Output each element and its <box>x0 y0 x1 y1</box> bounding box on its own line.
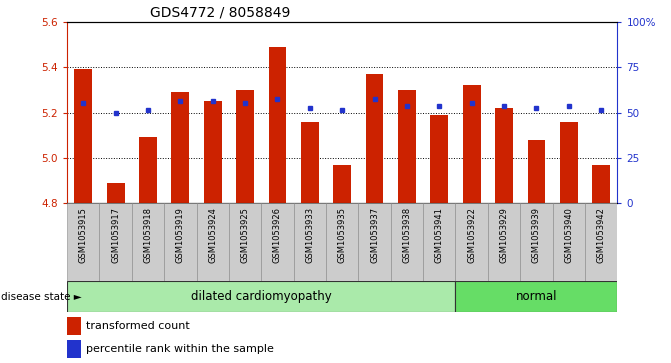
Bar <box>456 203 488 281</box>
Bar <box>358 203 391 281</box>
Bar <box>132 203 164 281</box>
Bar <box>204 101 221 203</box>
Bar <box>67 317 81 335</box>
Bar <box>67 281 456 312</box>
Bar <box>139 138 157 203</box>
Bar <box>366 74 384 203</box>
Bar <box>268 47 287 203</box>
Bar <box>398 90 416 203</box>
Text: GSM1053935: GSM1053935 <box>338 207 347 263</box>
Bar <box>463 85 480 203</box>
Bar <box>560 122 578 203</box>
Text: percentile rank within the sample: percentile rank within the sample <box>87 344 274 354</box>
Bar <box>585 203 617 281</box>
Bar <box>197 203 229 281</box>
Bar <box>74 69 92 203</box>
Bar <box>107 183 125 203</box>
Bar <box>430 115 448 203</box>
Text: GSM1053942: GSM1053942 <box>597 207 606 263</box>
Text: GSM1053922: GSM1053922 <box>467 207 476 263</box>
Bar <box>294 203 326 281</box>
Text: GSM1053937: GSM1053937 <box>370 207 379 263</box>
Bar <box>301 122 319 203</box>
Text: GSM1053915: GSM1053915 <box>79 207 88 263</box>
Text: GSM1053940: GSM1053940 <box>564 207 573 263</box>
Bar <box>229 203 261 281</box>
Bar <box>488 203 520 281</box>
Text: normal: normal <box>515 290 557 303</box>
Text: GSM1053926: GSM1053926 <box>273 207 282 263</box>
Bar <box>527 140 546 203</box>
Bar <box>67 203 99 281</box>
Bar <box>164 203 197 281</box>
Text: GSM1053933: GSM1053933 <box>305 207 314 263</box>
Text: transformed count: transformed count <box>87 321 190 331</box>
Bar <box>495 108 513 203</box>
Bar <box>423 203 456 281</box>
Text: GSM1053925: GSM1053925 <box>241 207 250 263</box>
Bar <box>236 90 254 203</box>
Text: GSM1053919: GSM1053919 <box>176 207 185 263</box>
Bar <box>67 340 81 358</box>
Text: GSM1053918: GSM1053918 <box>144 207 152 263</box>
Bar <box>326 203 358 281</box>
Text: disease state ►: disease state ► <box>1 292 82 302</box>
Text: dilated cardiomyopathy: dilated cardiomyopathy <box>191 290 331 303</box>
Bar <box>172 92 189 203</box>
Text: GSM1053929: GSM1053929 <box>499 207 509 263</box>
Text: GDS4772 / 8058849: GDS4772 / 8058849 <box>150 5 290 19</box>
Bar <box>391 203 423 281</box>
Text: GSM1053939: GSM1053939 <box>532 207 541 263</box>
Bar <box>261 203 294 281</box>
Bar <box>456 281 617 312</box>
Text: GSM1053924: GSM1053924 <box>208 207 217 263</box>
Bar <box>333 165 351 203</box>
Text: GSM1053941: GSM1053941 <box>435 207 444 263</box>
Bar <box>592 165 610 203</box>
Text: GSM1053917: GSM1053917 <box>111 207 120 263</box>
Bar <box>553 203 585 281</box>
Bar <box>99 203 132 281</box>
Bar <box>520 203 553 281</box>
Text: GSM1053938: GSM1053938 <box>403 207 411 263</box>
